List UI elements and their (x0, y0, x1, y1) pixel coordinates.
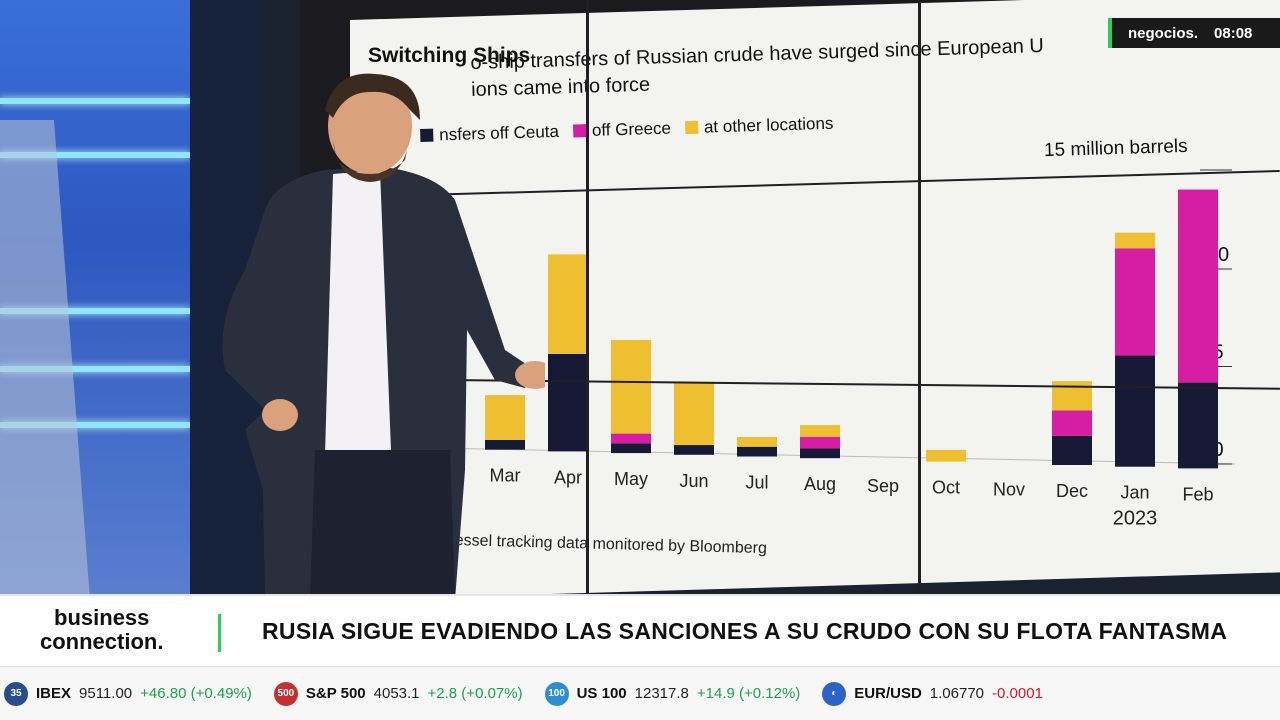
ticker-change: +46.80 (+0.49%) (140, 685, 252, 702)
x-tick-label: Aug (804, 474, 836, 494)
bar-segment (1052, 410, 1092, 436)
bar-segment (800, 425, 840, 437)
bar-segment (1052, 435, 1092, 465)
ticker-value: 1.06770 (929, 685, 985, 702)
bar-segment (1178, 382, 1218, 469)
ticker-name: EUR/USD (854, 685, 922, 702)
neon-light (0, 152, 190, 158)
x-tick-label: Jun (679, 471, 708, 491)
presenter (222, 73, 545, 600)
neon-light (0, 366, 190, 372)
ticker-change: +14.9 (+0.12%) (696, 685, 801, 702)
ticker-item: 100 US 100 12317.8 +14.9 (+0.12%) (544, 681, 801, 706)
bar-segment (548, 254, 588, 354)
bar-segment (737, 446, 777, 457)
bar-segment (800, 436, 840, 449)
bar-chart: 0510ebMarAprMayJunJulAugSepOctNovDecJanF… (422, 169, 1236, 530)
index-badge-icon: 35 (4, 681, 28, 706)
channel-name: negocios. (1128, 24, 1199, 42)
ticker-value: 9511.00 (79, 685, 133, 702)
x-tick-label: Feb (1182, 484, 1213, 504)
chart-title: Switching Ships (368, 44, 531, 67)
bar-segment (926, 449, 966, 462)
currency-globe-icon: ◐ (822, 681, 847, 706)
bar-segment (611, 443, 651, 454)
neon-light (0, 98, 190, 104)
bar-segment (737, 437, 777, 447)
market-ticker: 35 IBEX 9511.00 +46.80 (+0.49%) 500 S&P … (0, 666, 1280, 720)
neon-light (0, 308, 190, 314)
ticker-value: 4053.1 (373, 685, 420, 702)
ticker-item: ◐ EUR/USD 1.06770 -0.0001 (822, 681, 1043, 706)
ticker-name: IBEX (36, 685, 72, 702)
clock: 08:08 (1214, 24, 1253, 42)
bar-segment (674, 382, 714, 446)
bar-segment (611, 433, 651, 444)
x-tick-label: Mar (490, 466, 521, 486)
ticker-change: +2.8 (+0.07%) (427, 685, 523, 702)
x-tick-label: Apr (554, 467, 582, 487)
ticker-item: 35 IBEX 9511.00 +46.80 (+0.49%) (4, 681, 252, 706)
neon-light (0, 422, 190, 428)
ticker-name: US 100 (576, 685, 627, 702)
bar-segment (548, 353, 588, 452)
screen-seam (918, 0, 921, 600)
ticker-name: S&P 500 (305, 685, 366, 702)
bar-segment (1178, 189, 1218, 383)
bar-segment (485, 439, 525, 450)
program-logo: business connection. (40, 606, 163, 654)
lower-third: business connection. RUSIA SIGUE EVADIEN… (0, 594, 1280, 666)
bar-segment (485, 395, 525, 440)
bar-segment (611, 340, 651, 434)
index-badge-icon: 100 (544, 681, 569, 706)
bar-segment (674, 445, 714, 455)
x-tick-label: Oct (932, 478, 960, 498)
program-logo-line: business (54, 605, 150, 630)
ticker-item: 500 S&P 500 4053.1 +2.8 (+0.07%) (273, 681, 523, 706)
x-tick-label: Jul (745, 473, 768, 493)
program-logo-line: connection. (40, 629, 164, 654)
ticker-value: 12317.8 (634, 685, 689, 702)
year-label: 2023 (1113, 508, 1158, 530)
x-tick-label: May (614, 469, 648, 489)
bar-segment (1115, 248, 1155, 356)
x-tick-label: Jan (1120, 483, 1149, 503)
divider (218, 614, 221, 652)
bar-segment (800, 448, 840, 459)
index-badge-icon: 500 (273, 681, 298, 706)
headline: RUSIA SIGUE EVADIENDO LAS SANCIONES A SU… (262, 618, 1228, 644)
channel-bug: negocios. 08:08 (1108, 18, 1280, 48)
screen-seam (586, 0, 589, 600)
ticker-change: -0.0001 (992, 685, 1043, 702)
bar-segment (1115, 355, 1155, 467)
x-tick-label: Nov (993, 479, 1025, 499)
x-tick-label: Sep (867, 476, 899, 496)
x-tick-label: Dec (1056, 481, 1088, 501)
bar-segment (1115, 232, 1155, 249)
